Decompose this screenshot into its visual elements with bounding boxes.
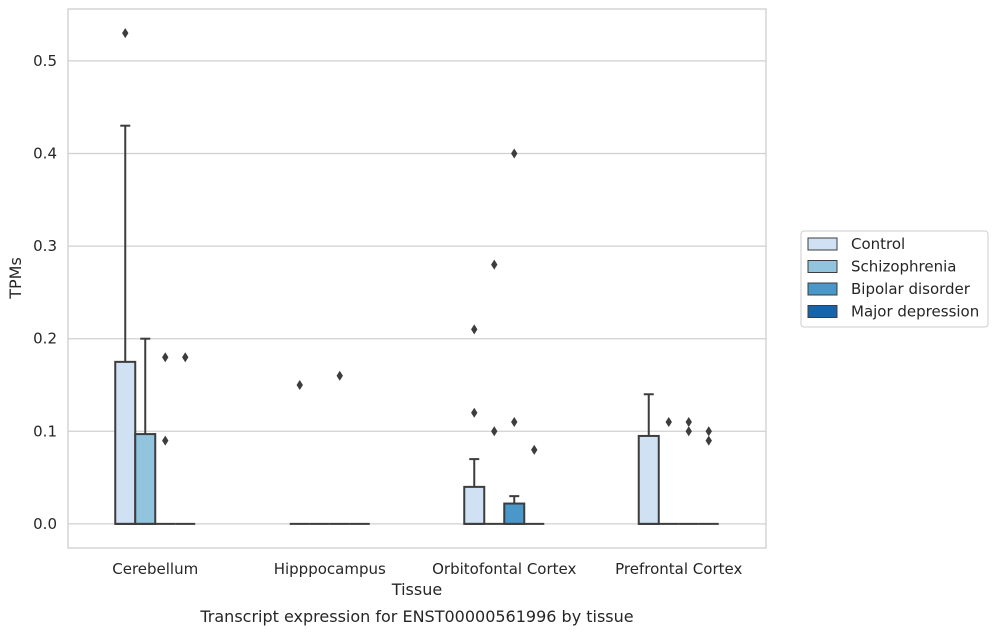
- outlier-point: [665, 417, 672, 428]
- outlier-point: [296, 380, 303, 391]
- legend-label: Bipolar disorder: [851, 280, 971, 298]
- legend-swatch: [807, 260, 838, 273]
- y-tick-label: 0.3: [33, 237, 57, 255]
- box-iqr: [463, 485, 486, 525]
- legend-swatch: [807, 237, 838, 251]
- legend-label: Schizophrenia: [851, 258, 956, 276]
- outlier-point: [162, 352, 169, 363]
- outlier-point: [705, 435, 712, 446]
- legend-swatch: [807, 305, 838, 318]
- outlier-point: [182, 352, 189, 363]
- outlier-point: [162, 435, 169, 446]
- legend-label: Major depression: [851, 303, 979, 321]
- box-iqr: [503, 502, 526, 525]
- box-1-3: [463, 458, 486, 525]
- box-iqr: [114, 360, 137, 525]
- boxes: [114, 124, 719, 525]
- x-tick-label: Prefrontal Cortex: [615, 560, 742, 578]
- y-tick-labels: 0.0 0.1 0.2 0.3 0.4 0.5: [33, 52, 57, 533]
- outlier-point: [471, 324, 478, 335]
- outlier-point: [491, 259, 498, 270]
- outliers: [122, 28, 712, 455]
- x-tick-label: Hipppocampus: [274, 560, 386, 578]
- legend-frame: [800, 230, 989, 328]
- chart-caption: Transcript expression for ENST0000056199…: [199, 607, 633, 626]
- legend-swatch: [807, 282, 838, 296]
- outlier-point: [471, 407, 478, 418]
- y-tick-label: 0.5: [33, 52, 57, 70]
- plot-frame: [67, 8, 767, 549]
- box-1-4: [637, 393, 660, 525]
- x-tick-labels: Cerebellum Hipppocampus Orbitofontal Corte…: [112, 560, 742, 578]
- y-axis-title: TPMs: [6, 257, 25, 300]
- outlier-point: [491, 426, 498, 437]
- outlier-point: [531, 444, 538, 455]
- box-3-3: [503, 495, 526, 525]
- box-iqr: [637, 434, 660, 525]
- outlier-point: [685, 426, 692, 437]
- box-iqr: [134, 433, 157, 525]
- y-tick-label: 0.2: [33, 330, 57, 348]
- outlier-point: [705, 426, 712, 437]
- y-tick-label: 0.1: [33, 422, 57, 440]
- y-tick-label: 0.0: [33, 515, 57, 533]
- legend: Control Schizophrenia Bipolar disorder Majo…: [800, 230, 989, 328]
- legend-items: Control Schizophrenia Bipolar disorder Majo…: [807, 235, 979, 321]
- outlier-point: [511, 148, 518, 159]
- outlier-point: [336, 370, 343, 381]
- x-tick-label: Orbitofontal Cortex: [432, 560, 576, 578]
- plot-area: [68, 9, 766, 548]
- outlier-point: [511, 417, 518, 428]
- outlier-point: [122, 28, 129, 39]
- legend-label: Control: [851, 235, 905, 253]
- y-tick-label: 0.4: [33, 144, 57, 162]
- box-2-1: [134, 337, 157, 525]
- x-tick-label: Cerebellum: [112, 560, 198, 578]
- outlier-point: [685, 417, 692, 428]
- x-axis-title: Tissue: [391, 580, 442, 599]
